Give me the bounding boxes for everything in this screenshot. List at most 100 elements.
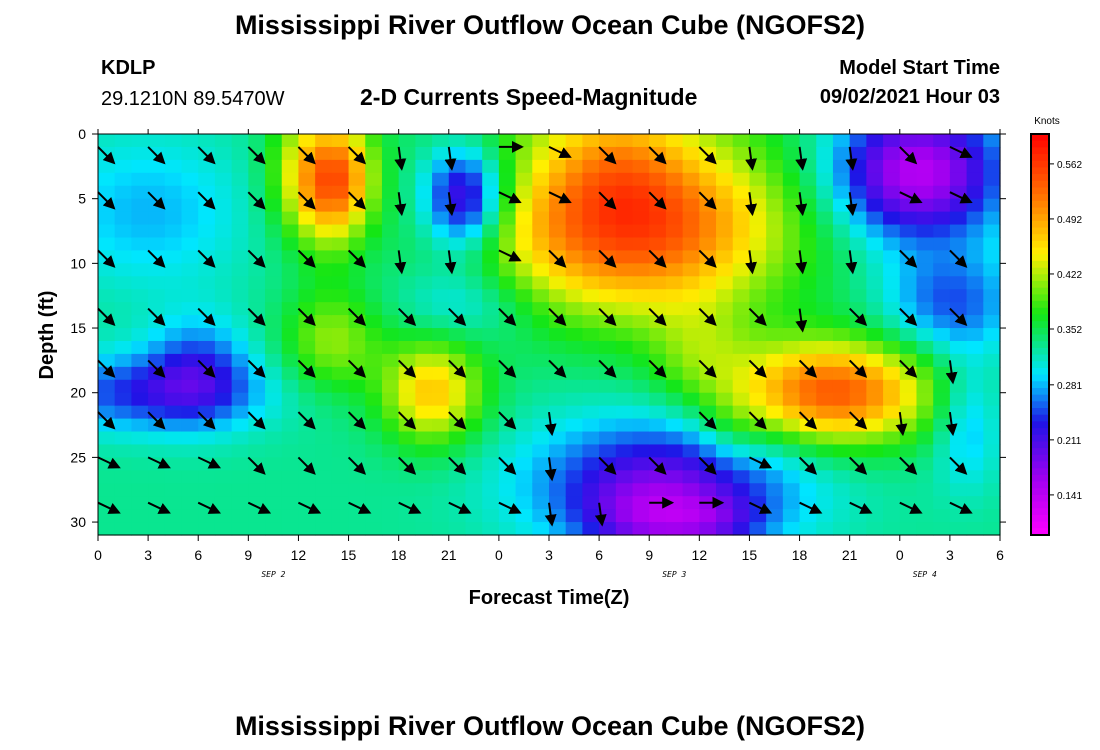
heat-cell [114,263,132,277]
heat-cell [131,431,149,446]
current-arrow [297,501,322,514]
current-arrow [347,456,367,475]
heat-cell [348,211,366,226]
heat-cell [365,405,383,420]
colorbar-step [1031,461,1049,469]
heat-cell [532,224,550,239]
heat-cell [649,353,667,368]
heat-cell [181,444,199,458]
heat-cell [265,263,283,277]
heat-cell [281,418,300,433]
heat-cell [131,185,149,200]
heat-cell [933,444,951,458]
heat-cell [482,172,500,187]
heat-cell [214,237,233,252]
heat-cell [816,172,834,187]
heat-cell [482,405,500,420]
current-arrow [147,359,166,378]
heat-cell [365,224,383,239]
heat-cell [415,315,433,329]
heat-cell [365,198,383,213]
heat-cell [465,328,483,342]
heat-cell [832,237,851,252]
heat-cell [966,146,984,161]
heat-cell [365,289,383,303]
heat-cell [766,315,784,329]
heat-cell [114,237,132,252]
heat-cell [799,237,817,252]
heat-cell [632,159,650,174]
heat-cell [381,418,400,433]
heat-cell [632,224,650,239]
colorbar-step [1031,140,1049,148]
heat-cell [916,237,934,252]
heat-cell [582,405,600,420]
heat-cell [649,302,667,316]
heat-cell [549,328,567,342]
heat-cell [432,172,450,187]
heat-cell [498,328,517,342]
heat-cell [582,483,600,497]
current-arrow [247,411,266,430]
heat-cell [181,431,199,446]
heat-cell [699,379,717,394]
heat-cell [883,431,901,446]
colorbar-step [1031,401,1049,409]
heat-cell [281,198,300,213]
heat-cell [114,250,132,264]
heat-cell [515,276,533,290]
heat-cell [148,276,166,290]
heat-cell [164,379,183,394]
heat-cell [448,522,467,536]
heat-cell [933,470,951,484]
heat-cell [265,276,283,290]
heat-cell [265,379,283,394]
heat-cell [565,457,583,471]
heat-cell [582,289,600,303]
heat-cell [749,302,767,316]
current-arrow [97,191,116,210]
current-arrow [795,192,808,217]
heat-cell [148,302,166,316]
heat-cell [632,509,650,523]
heat-cell [665,224,684,239]
heat-cell [782,263,801,277]
heat-cell [148,172,166,187]
heat-cell [381,185,400,200]
heat-cell [398,250,416,264]
heat-cell [832,470,851,484]
heat-cell [849,302,867,316]
heat-cell [432,392,450,407]
heat-cell [231,509,249,523]
heat-cell [98,340,116,355]
heat-cell [549,496,567,510]
heat-cell [365,353,383,368]
heat-cell [265,315,283,329]
heat-cell [665,470,684,484]
heat-cell [198,276,216,290]
heat-cell [549,457,567,471]
heat-cell [131,250,149,264]
heat-cell [248,224,266,239]
heat-cell [415,379,433,394]
heat-cell [799,444,817,458]
heat-cell [732,302,751,316]
heat-cell [498,483,517,497]
heat-cell [916,289,934,303]
heat-cell [766,379,784,394]
heat-cell [949,483,968,497]
heat-cell [331,198,350,213]
heat-cell [899,340,918,355]
heat-cell [916,159,934,174]
heat-cell [766,146,784,161]
heat-cell [148,353,166,368]
current-arrow [745,192,757,217]
heat-cell [816,315,834,329]
heat-cell [381,224,400,239]
heat-cell [682,198,700,213]
heat-cell [899,379,918,394]
heat-cell [164,340,183,355]
heat-cell [448,224,467,239]
heat-cell [933,250,951,264]
heat-cell [983,172,1001,187]
